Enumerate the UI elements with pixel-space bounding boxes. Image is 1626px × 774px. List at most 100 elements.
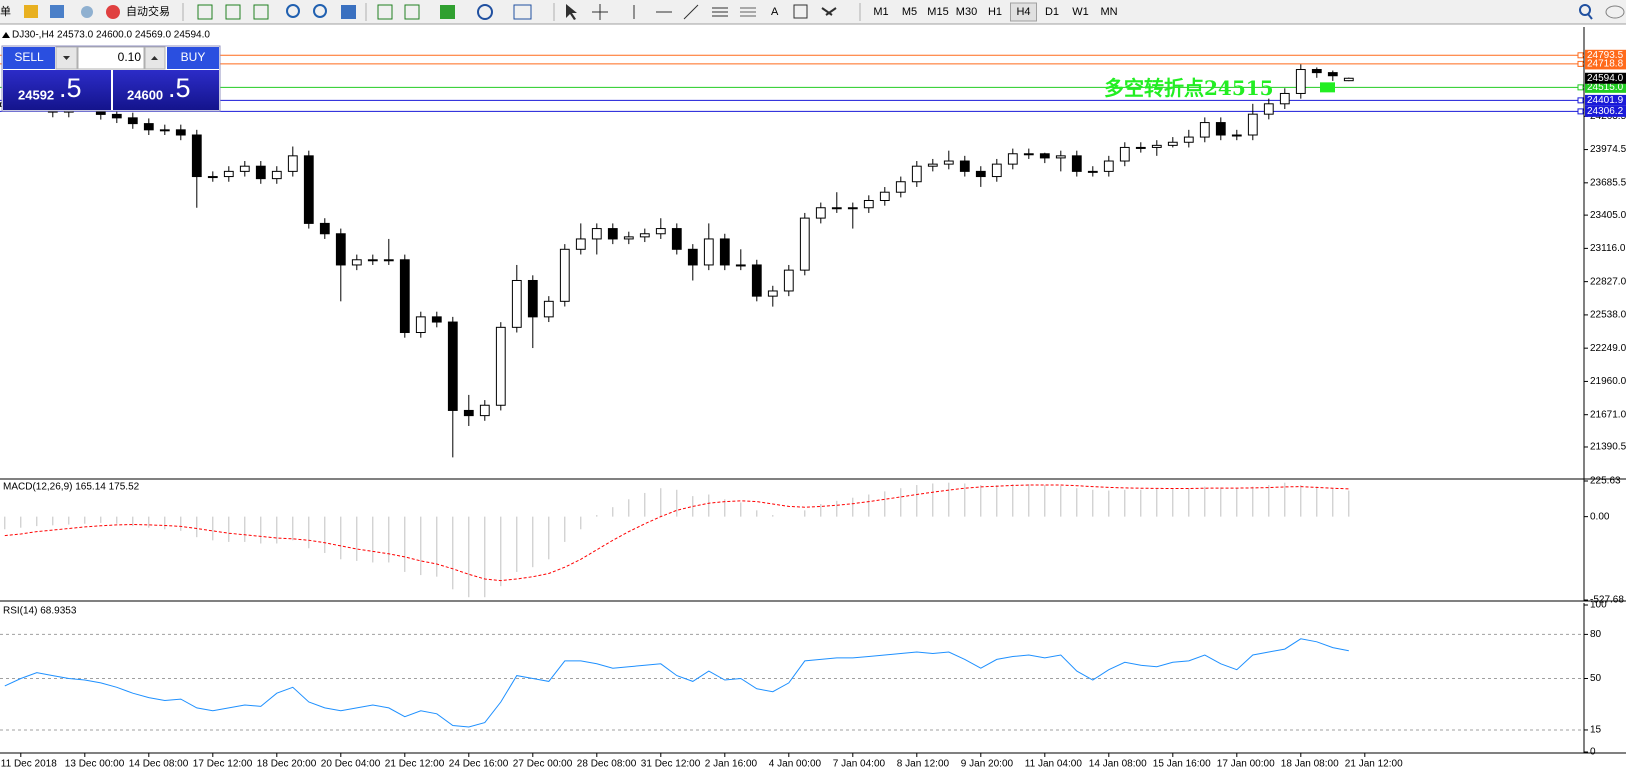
menu-fragment: 单 <box>0 5 11 18</box>
candle-body <box>671 228 682 250</box>
price-line-box <box>1585 58 1626 70</box>
timeframe[interactable]: M5 <box>902 6 917 18</box>
candle-body <box>591 228 602 240</box>
y-tick-label: 22249.0 <box>1590 343 1626 354</box>
auto-trading-icon[interactable] <box>106 5 120 19</box>
buy-label[interactable]: BUY <box>181 50 206 64</box>
price-line-label: 24401.9 <box>1587 95 1624 106</box>
buy-button[interactable] <box>167 47 219 69</box>
x-tick-label: 21 Jan 12:00 <box>1345 759 1403 770</box>
x-tick-label: 4 Jan 00:00 <box>769 759 822 770</box>
toolbar-icon[interactable] <box>477 4 493 20</box>
timeframe[interactable]: M30 <box>956 6 977 18</box>
candle-body <box>543 300 554 318</box>
candle-body <box>111 113 122 119</box>
label-tool[interactable] <box>793 4 808 19</box>
crosshair-tool[interactable] <box>592 4 608 20</box>
timeframe[interactable]: W1 <box>1072 6 1089 18</box>
timeframe[interactable]: H4 <box>1016 6 1030 18</box>
price-line-box <box>1585 94 1626 106</box>
candle-body <box>191 134 202 178</box>
cursor-tool[interactable] <box>566 4 577 20</box>
sell-price-box[interactable] <box>3 70 111 110</box>
sell-label[interactable]: SELL <box>14 50 44 64</box>
price-line-handle <box>1577 84 1584 91</box>
x-tick-label: 15 Jan 16:00 <box>1153 759 1211 770</box>
price-line-label: 24718.8 <box>1587 59 1624 70</box>
sell-fraction[interactable]: .5 <box>59 73 82 103</box>
timeframe[interactable]: M1 <box>873 6 888 18</box>
sell-button[interactable] <box>3 47 55 69</box>
toolbar-icon[interactable] <box>225 4 241 20</box>
timeframe[interactable]: H1 <box>988 6 1002 18</box>
candle-body <box>207 176 218 179</box>
signal-line <box>4 484 1349 582</box>
toolbar-icon[interactable] <box>440 5 455 19</box>
pane-title: DJ30-,H4 24573.0 24600.0 24569.0 24594.0 <box>12 30 210 41</box>
trendline-tool[interactable] <box>683 4 699 20</box>
chat[interactable] <box>1605 5 1625 19</box>
search-handle <box>1587 13 1593 20</box>
candle-body <box>1071 155 1082 172</box>
candle-body <box>239 165 250 172</box>
fibo-tool[interactable] <box>740 7 756 17</box>
y-tick-label: -527.68 <box>1590 595 1624 606</box>
candle-body <box>511 279 522 328</box>
price-line-handle <box>1577 97 1584 104</box>
last-price-box <box>1585 72 1626 84</box>
toolbar-icon[interactable] <box>404 4 420 20</box>
toolbar-icon[interactable] <box>81 6 93 18</box>
last-price-label: 24594.0 <box>1587 73 1624 84</box>
timeframe[interactable]: MN <box>1100 6 1117 18</box>
candle-body <box>1247 113 1258 136</box>
search[interactable] <box>1579 4 1591 16</box>
price-line-label: 24793.5 <box>1587 50 1624 61</box>
trade-panel: SELL 0.10 BUY 24592 .5 24600 .5 <box>1 45 221 112</box>
zoom-in[interactable] <box>286 4 300 18</box>
toolbar-icon[interactable] <box>50 5 64 18</box>
sell-price[interactable]: 24592 <box>18 87 54 102</box>
toolbar-icon[interactable] <box>341 5 356 19</box>
zoom-out[interactable] <box>313 4 327 18</box>
auto-trading[interactable]: 自动交易 <box>126 4 170 18</box>
candle-body <box>863 199 874 209</box>
x-tick-label: 20 Dec 04:00 <box>321 759 381 770</box>
toolbar-icon[interactable] <box>253 4 269 20</box>
toolbar-icon[interactable] <box>24 5 38 18</box>
arrows-tool[interactable] <box>821 7 837 16</box>
volume-input[interactable] <box>77 46 145 70</box>
y-tick-label: 0.00 <box>1590 511 1610 522</box>
candle-body <box>159 129 170 132</box>
price-line-handle <box>1577 60 1584 67</box>
candle-body <box>1343 77 1354 82</box>
candle-body <box>223 170 234 178</box>
x-tick-label: 2 Jan 16:00 <box>705 759 758 770</box>
x-tick-label: 24 Dec 16:00 <box>449 759 509 770</box>
y-tick-label: 22827.0 <box>1590 276 1626 287</box>
timeframe[interactable]: D1 <box>1045 6 1059 18</box>
toolbar-icon[interactable] <box>377 4 393 20</box>
timeframe[interactable]: M15 <box>927 6 948 18</box>
text-tool[interactable]: A <box>771 6 779 18</box>
candle-body <box>447 321 458 411</box>
candle-body <box>655 228 666 235</box>
arrow-down <box>63 56 70 60</box>
candle-body <box>287 155 298 172</box>
volume[interactable]: 0.10 <box>118 50 142 64</box>
channel-tool[interactable] <box>712 7 728 17</box>
buy-price[interactable]: 24600 <box>127 87 163 102</box>
candle-body <box>383 259 394 262</box>
toolbar-icon[interactable] <box>197 4 213 20</box>
candle-body <box>1039 153 1050 159</box>
buy-price-box[interactable] <box>113 70 219 110</box>
buy-fraction[interactable]: .5 <box>168 73 191 103</box>
arrow-up <box>151 56 158 60</box>
candle-body <box>127 117 138 125</box>
x-tick-label: 28 Dec 08:00 <box>577 759 637 770</box>
y-tick-label: 23685.5 <box>1590 177 1626 188</box>
toolbar-icon[interactable] <box>513 4 532 20</box>
y-tick-label: 23974.5 <box>1590 144 1626 155</box>
candle-body <box>623 236 634 240</box>
candle-body <box>335 233 346 266</box>
candle-body <box>463 409 474 417</box>
